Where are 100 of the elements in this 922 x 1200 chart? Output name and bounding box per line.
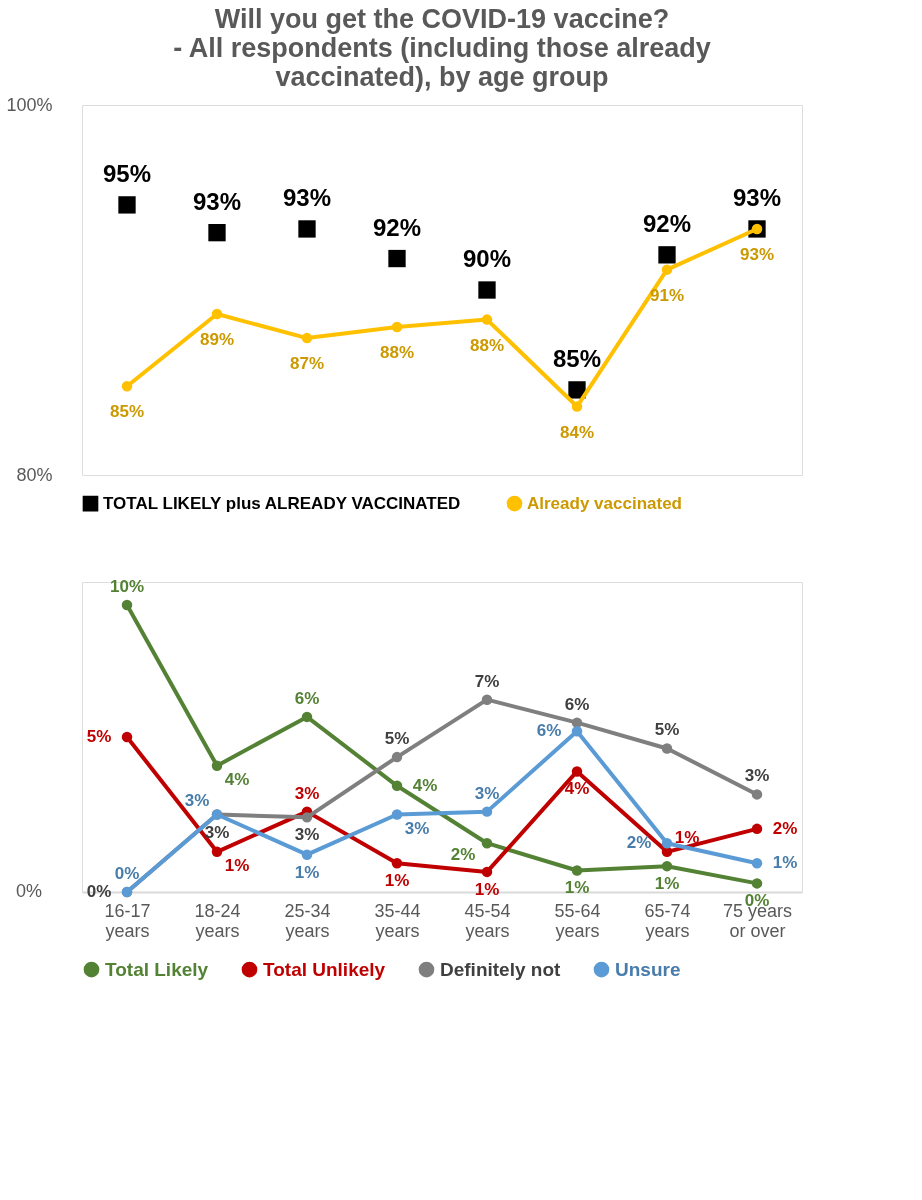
data-label: 1% [772,853,798,873]
point [571,766,583,777]
point [481,694,493,705]
point [298,220,316,238]
x-tick-label: 18-24 years [194,900,241,941]
point [121,731,133,743]
data-label: 1% [674,827,700,847]
data-label: 92% [642,209,692,237]
point [208,223,226,242]
data-label: 5% [384,729,410,749]
data-label: 0% [86,882,112,901]
data-label: 4% [224,769,250,789]
data-label: 3% [744,766,770,786]
point [121,380,133,392]
data-label: 6% [536,721,562,741]
data-label: 84% [559,422,595,442]
data-label: 90% [462,245,512,272]
data-label: 93% [732,183,782,211]
legend-label: Already vaccinated [527,493,682,513]
data-label: 1% [224,855,250,875]
point [388,249,406,268]
data-label: 88% [469,335,505,355]
point [658,246,676,264]
legend-label: Definitely not [440,958,562,980]
point [118,196,136,214]
point [481,837,493,849]
point [301,332,313,344]
x-tick-label: 55-64 years [554,900,601,941]
data-label: 93% [192,187,242,215]
legend-label: Total Unlikely [263,958,386,980]
data-label: 95% [102,159,152,187]
point [571,401,583,412]
x-tick-label: 25-34 years [284,900,331,941]
point [391,809,403,820]
data-label: 10% [109,576,145,596]
point [391,858,403,869]
data-label: 3% [404,818,430,838]
data-label: 85% [552,344,602,372]
data-label: 93% [282,183,332,211]
point [301,711,313,723]
point [661,860,673,872]
data-label: 2% [450,845,476,865]
point [751,878,763,889]
data-label: 87% [289,354,325,374]
x-tick-label: 45-54 years [464,900,511,941]
data-label: 4% [564,779,590,799]
point [391,751,403,763]
point [478,281,496,299]
data-label: 1% [564,878,590,898]
point [571,726,583,737]
point [121,599,133,611]
data-label: 3% [184,790,210,810]
point [391,780,403,792]
data-label: 2% [772,818,798,838]
data-label: 91% [649,285,685,305]
chart-title: Will you get the COVID-19 vaccine? - All respondents (including those already vaccinated), by age group [173,4,711,92]
point [301,849,313,860]
data-label: 6% [564,694,590,714]
legend-label: Unsure [615,958,681,980]
data-label: 85% [109,402,145,422]
x-tick-label: 35-44 years [374,900,421,941]
point [661,837,673,849]
data-label: 5% [654,720,680,740]
data-label: 93% [739,244,775,264]
data-label: 1% [654,874,680,894]
y-tick-label: 100% [6,94,53,115]
data-label: 3% [204,822,230,842]
point [211,846,223,858]
point [391,321,403,333]
legend-label: TOTAL LIKELY plus ALREADY VACCINATED [103,493,461,513]
data-label: 5% [86,727,112,746]
point [481,806,493,817]
data-label: 6% [294,688,320,708]
point [661,743,673,754]
point [571,865,583,876]
point [211,308,223,320]
point [661,846,673,858]
x-tick-label: 65-74 years [644,900,691,941]
data-label: 3% [294,783,320,803]
point [481,314,493,325]
data-label: 4% [412,775,438,795]
point [751,823,763,835]
data-label: 0% [114,864,140,883]
data-label: 3% [474,783,500,803]
data-label: 3% [294,825,320,845]
x-tick-label: 16-17 years [104,900,151,941]
text: 0% [15,881,42,901]
point [751,789,763,800]
data-label: 1% [294,862,320,882]
data-label: 7% [474,671,500,691]
y-tick-label: 80% [16,464,53,485]
data-label: 1% [474,879,500,899]
point [211,760,223,771]
data-label: 92% [372,213,422,241]
data-label: 88% [379,343,415,362]
point [661,264,673,275]
data-label: 1% [384,871,410,891]
data-label: 89% [199,330,235,350]
data-label: 2% [626,833,652,853]
point [751,858,763,869]
